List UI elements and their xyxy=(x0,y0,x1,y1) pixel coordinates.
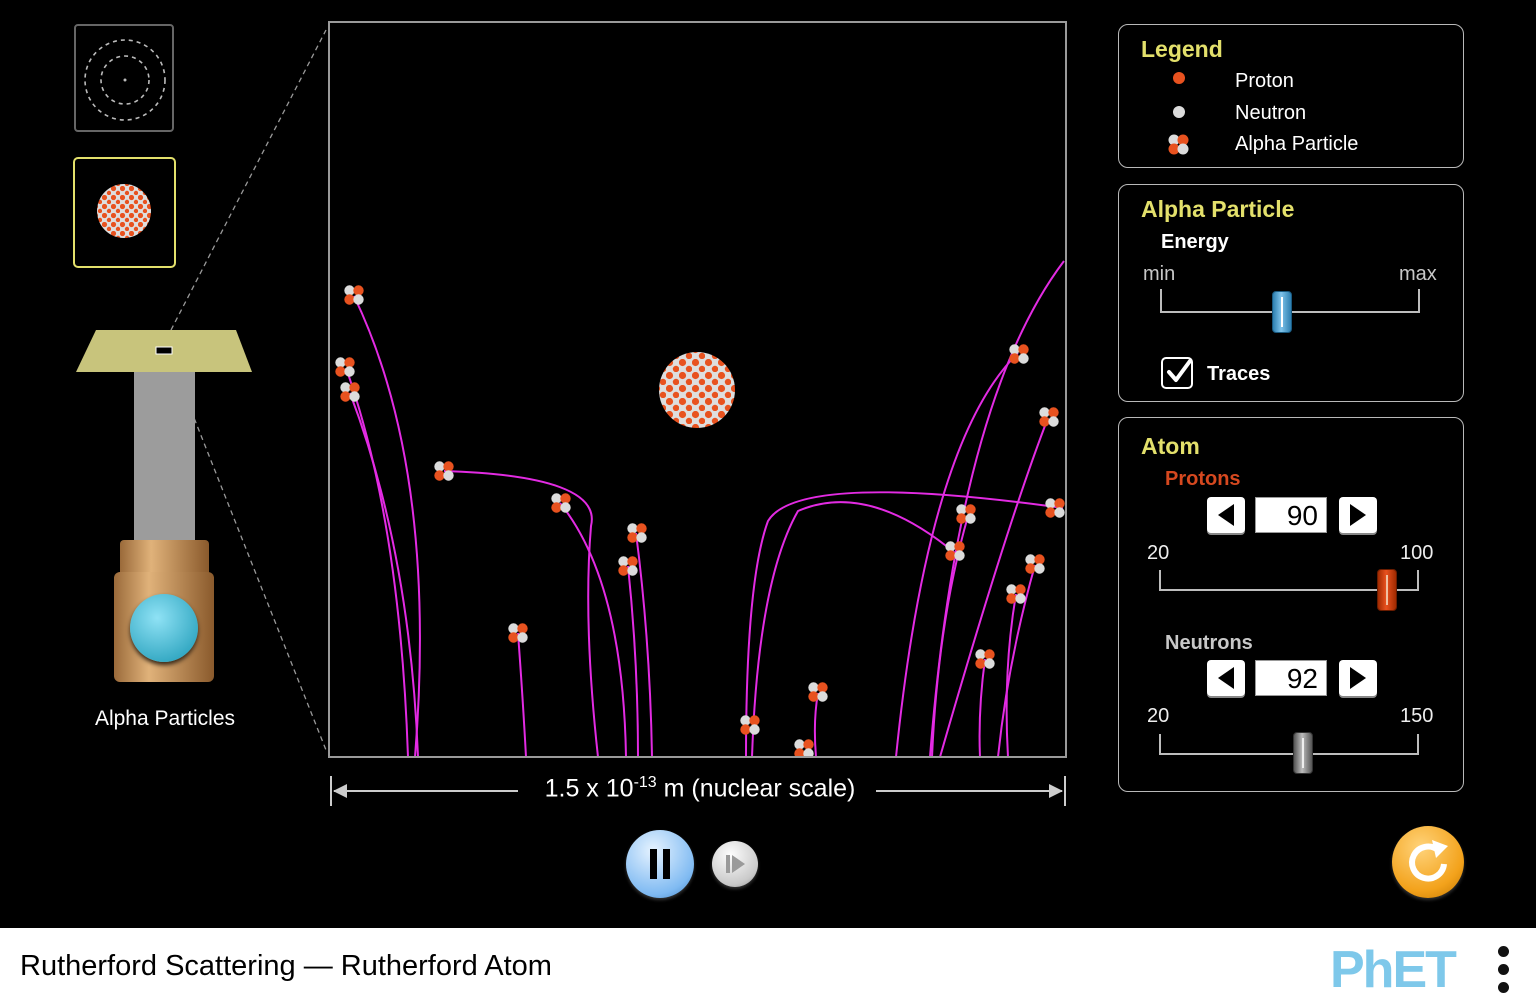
traces-checkbox[interactable] xyxy=(1161,357,1193,389)
protons-value: 90 xyxy=(1255,497,1327,533)
energy-min-label: min xyxy=(1143,263,1176,285)
energy-slider-thumb[interactable] xyxy=(1272,291,1293,333)
alpha-particle xyxy=(618,556,638,576)
protons-increment-button[interactable] xyxy=(1339,497,1377,533)
alpha-particle xyxy=(344,285,364,305)
energy-max-tick xyxy=(1418,289,1420,313)
alpha-particle xyxy=(1006,584,1026,604)
alpha-particle xyxy=(956,504,976,524)
alpha-particle xyxy=(340,382,360,402)
nucleus-icon xyxy=(97,184,151,238)
alpha-particle xyxy=(434,461,454,481)
legend-alpha-label: Alpha Particle xyxy=(1235,133,1359,155)
neutrons-slider-thumb[interactable] xyxy=(1293,732,1313,774)
dotted-orbit-icon xyxy=(84,39,166,121)
arrow-left-icon xyxy=(1218,504,1234,526)
plum-pudding-view-button[interactable] xyxy=(74,24,174,132)
alpha-particle xyxy=(551,493,571,513)
neutrons-increment-button[interactable] xyxy=(1339,660,1377,696)
protons-min-label: 20 xyxy=(1147,542,1170,564)
protons-max-label: 100 xyxy=(1400,542,1434,564)
alpha-particle xyxy=(1025,554,1045,574)
protons-slider-thumb[interactable] xyxy=(1376,569,1397,611)
neutron-icon xyxy=(1173,106,1185,118)
arrow-left-icon xyxy=(1218,667,1234,689)
pause-icon xyxy=(650,849,670,879)
reset-all-button[interactable] xyxy=(1392,826,1464,898)
neutrons-min-tick xyxy=(1159,734,1161,754)
neutrons-value: 92 xyxy=(1255,660,1327,696)
protons-max-tick xyxy=(1417,570,1419,590)
nucleus xyxy=(659,352,735,428)
atom-panel: Atom Protons 90 20 100 Neutrons 92 20 15… xyxy=(1118,417,1464,792)
pause-button[interactable] xyxy=(626,830,694,898)
scattering-view xyxy=(328,21,1067,758)
neutrons-max-label: 150 xyxy=(1400,705,1434,727)
arrow-right-icon xyxy=(1350,504,1366,526)
protons-slider-track[interactable] xyxy=(1159,589,1419,591)
energy-max-label: max xyxy=(1399,263,1437,285)
neutrons-max-tick xyxy=(1417,734,1419,754)
alpha-gun-fire-button[interactable] xyxy=(130,594,198,662)
atom-panel-title: Atom xyxy=(1141,433,1200,459)
neutrons-decrement-button[interactable] xyxy=(1207,660,1245,696)
sim-stage: Alpha Particles xyxy=(73,21,1464,898)
protons-label: Protons xyxy=(1165,468,1241,490)
protons-min-tick xyxy=(1159,570,1161,590)
alpha-particle xyxy=(740,715,760,735)
neutrons-slider-track[interactable] xyxy=(1159,753,1419,755)
scale-label: 1.5 x 10-13 m (nuclear scale) xyxy=(544,774,856,803)
beam xyxy=(134,372,195,540)
legend-panel: Legend Proton Neutron Alpha Particle xyxy=(1118,24,1464,168)
alpha-particle xyxy=(945,541,965,561)
legend-proton-label: Proton xyxy=(1235,70,1294,92)
arrow-right-icon xyxy=(1350,667,1366,689)
energy-min-tick xyxy=(1160,289,1162,313)
alpha-particle xyxy=(808,682,828,702)
alpha-particle-icon xyxy=(1168,134,1189,155)
alpha-particle xyxy=(794,739,814,756)
menu-kebab-icon[interactable] xyxy=(1494,946,1512,996)
proton-icon xyxy=(1173,72,1185,84)
alpha-particle-panel: Alpha Particle Energy min max Traces xyxy=(1118,184,1464,402)
checkmark-icon xyxy=(1167,359,1192,382)
navigation-bar: Rutherford Scattering — Rutherford Atom … xyxy=(0,928,1536,1008)
gun-label: Alpha Particles xyxy=(94,707,236,730)
protons-decrement-button[interactable] xyxy=(1207,497,1245,533)
legend-title: Legend xyxy=(1141,36,1223,62)
alpha-particle xyxy=(335,357,355,377)
legend-neutron-label: Neutron xyxy=(1235,102,1307,124)
step-forward-button[interactable] xyxy=(712,841,758,887)
traces-label: Traces xyxy=(1207,363,1271,385)
alpha-panel-title: Alpha Particle xyxy=(1141,196,1295,222)
alpha-particle xyxy=(508,623,528,643)
scale-bar xyxy=(330,776,1066,806)
alpha-particle xyxy=(1009,344,1029,364)
nucleus-view-button[interactable] xyxy=(73,157,176,268)
step-icon xyxy=(726,855,745,873)
reset-icon xyxy=(1409,840,1448,882)
phet-logo[interactable]: PhET xyxy=(1330,941,1457,999)
alpha-particle xyxy=(1045,498,1065,518)
neutrons-label: Neutrons xyxy=(1165,632,1253,654)
energy-label: Energy xyxy=(1161,231,1229,253)
neutrons-min-label: 20 xyxy=(1147,705,1170,727)
alpha-particle xyxy=(975,649,995,669)
alpha-particle xyxy=(1039,407,1059,427)
sim-title: Rutherford Scattering — Rutherford Atom xyxy=(20,950,552,982)
alpha-particle xyxy=(627,523,647,543)
